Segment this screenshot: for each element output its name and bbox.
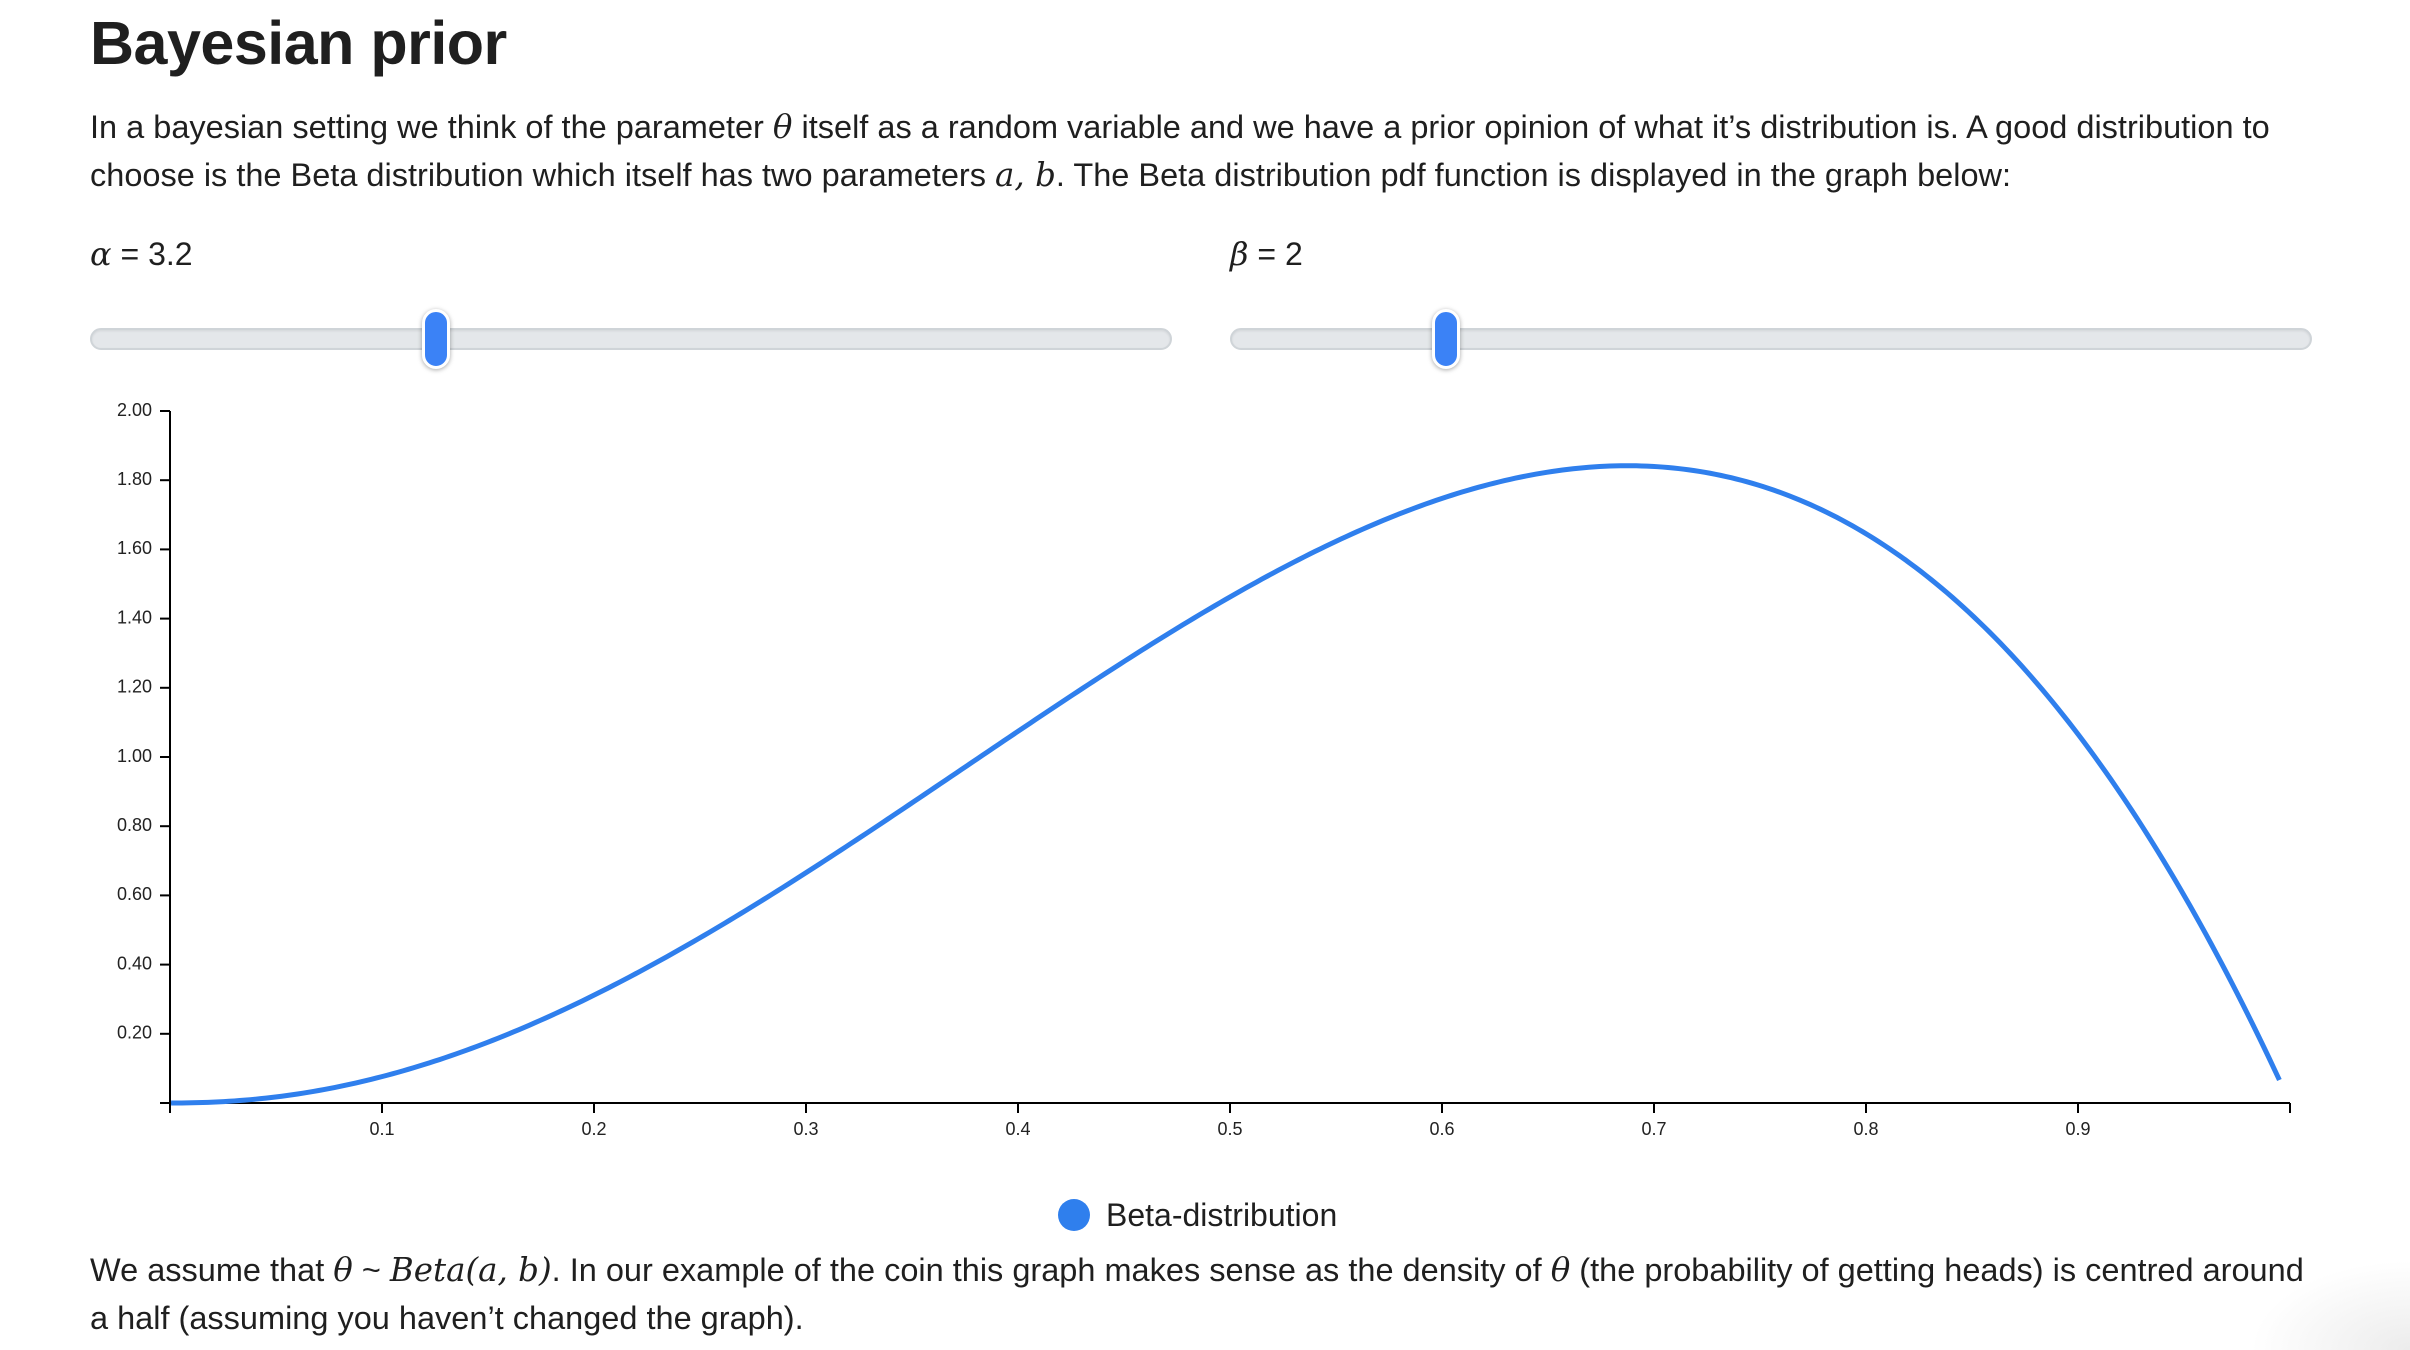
x-tick-label: 0.9 [2065, 1119, 2090, 1139]
alpha-label: α = 3.2 [90, 230, 193, 278]
theta-symbol-2: θ [333, 1251, 353, 1289]
beta-equals: = [1248, 236, 1285, 272]
y-tick-label: 1.80 [117, 469, 152, 489]
x-tick-label: 0.5 [1217, 1119, 1242, 1139]
alpha-slider[interactable] [90, 309, 1172, 369]
alpha-slider-thumb[interactable] [422, 309, 451, 369]
outro-text-2: . In our example of the coin this graph … [551, 1252, 1551, 1288]
y-tick-label: 0.40 [117, 953, 152, 973]
chart-legend: Beta-distribution [1058, 1191, 1337, 1239]
theta-symbol-3: θ [1550, 1251, 1571, 1289]
tilde-symbol: ~ [352, 1252, 390, 1288]
outro-text-3: (the probability of getting heads) is ce… [90, 1252, 2304, 1336]
beta-value: 2 [1284, 236, 1303, 272]
page-title: Bayesian prior [90, 9, 507, 77]
y-tick-label: 2.00 [117, 400, 152, 420]
alpha-value: 3.2 [148, 236, 193, 272]
beta-slider[interactable] [1230, 309, 2312, 369]
x-tick-label: 0.8 [1853, 1119, 1878, 1139]
intro-text-2: itself as a random variable and we have … [90, 109, 2270, 193]
theta-symbol: θ [772, 108, 793, 146]
beta-slider-track[interactable] [1230, 328, 2312, 350]
y-tick-label: 1.60 [117, 538, 152, 558]
ab-symbols: a, b [995, 156, 1056, 194]
alpha-symbol: α [90, 235, 112, 273]
legend-label: Beta-distribution [1106, 1196, 1338, 1233]
intro-paragraph: In a bayesian setting we think of the pa… [90, 103, 2320, 199]
y-tick-label: 0.20 [117, 1023, 152, 1043]
y-tick-label: 0.60 [117, 884, 152, 904]
y-tick-label: 1.40 [117, 607, 152, 627]
x-tick-label: 0.6 [1429, 1119, 1454, 1139]
corner-shadow [2250, 1260, 2410, 1350]
x-tick-label: 0.3 [793, 1119, 818, 1139]
alpha-equals: = [111, 236, 149, 272]
x-tick-label: 0.1 [369, 1119, 394, 1139]
intro-text-1: In a bayesian setting we think of the pa… [90, 109, 773, 145]
beta-slider-thumb[interactable] [1432, 309, 1461, 369]
x-tick-label: 0.2 [581, 1119, 606, 1139]
x-tick-label: 0.7 [1641, 1119, 1666, 1139]
intro-text-3: . The Beta distribution pdf function is … [1055, 157, 2012, 193]
y-tick-label: 1.20 [117, 677, 152, 697]
outro-paragraph: We assume that θ ~ Beta(a, b). In our ex… [90, 1246, 2320, 1342]
beta-label: β = 2 [1230, 230, 1303, 278]
y-tick-label: 1.00 [117, 746, 152, 766]
alpha-slider-track[interactable] [90, 328, 1172, 350]
beta-pdf-line [171, 463, 2282, 1106]
x-tick-label: 0.4 [1005, 1119, 1030, 1139]
legend-marker [1058, 1199, 1090, 1231]
y-tick-label: 0.80 [117, 815, 152, 835]
beta-expression: Beta(a, b) [389, 1251, 552, 1289]
outro-text-1: We assume that [90, 1252, 334, 1288]
beta-symbol: β [1230, 235, 1249, 273]
